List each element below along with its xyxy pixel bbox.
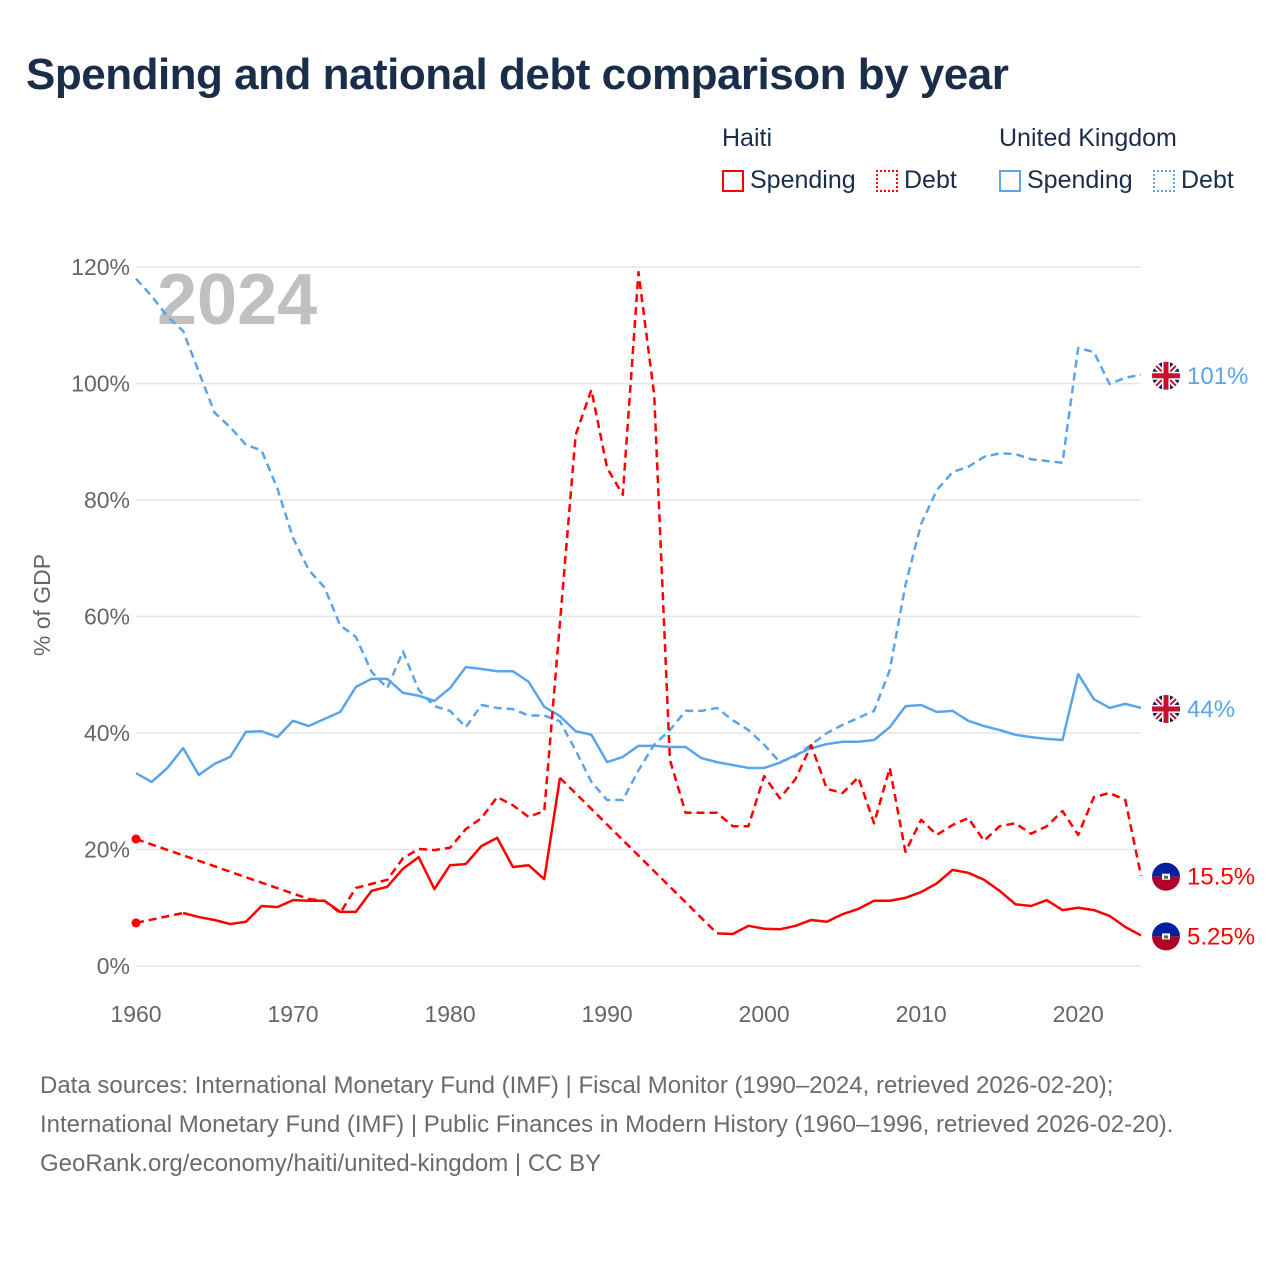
x-tick-label: 2000 xyxy=(739,1001,790,1027)
legend-haiti-spending[interactable]: Spending xyxy=(722,166,856,195)
data-sources: Data sources: International Monetary Fun… xyxy=(40,1072,1174,1138)
x-tick-label: 1980 xyxy=(424,1001,475,1027)
y-tick-label: 20% xyxy=(84,837,130,863)
data-point xyxy=(131,834,141,844)
end-value-label: 5.25% xyxy=(1187,923,1255,950)
dotted-swatch-icon xyxy=(876,169,898,192)
end-value-label: 101% xyxy=(1187,363,1248,390)
series-line-haiti-spending xyxy=(182,777,562,926)
legend-haiti-heading: Haiti xyxy=(722,124,773,152)
x-tick-label: 1970 xyxy=(267,1001,318,1027)
series-line-uk-debt xyxy=(135,277,1142,802)
series-line-haiti-debt xyxy=(308,270,1143,915)
dotted-swatch-icon xyxy=(1153,169,1175,192)
uk-flag-icon xyxy=(1152,361,1180,390)
gap-line-haiti-spending xyxy=(135,911,184,925)
series-line-uk-spending xyxy=(135,665,1142,784)
x-tick-label: 1990 xyxy=(582,1001,633,1027)
x-tick-label: 2020 xyxy=(1053,1001,1104,1027)
uk-flag-icon xyxy=(1152,694,1180,723)
data-point xyxy=(131,918,141,928)
haiti-flag-icon xyxy=(1152,922,1181,951)
series-line-haiti-spending xyxy=(716,868,1142,937)
y-axis-label: % of GDP xyxy=(29,554,55,656)
y-tick-label: 80% xyxy=(84,487,130,513)
solid-swatch-icon xyxy=(999,169,1021,192)
footer: Data sources: International Monetary Fun… xyxy=(40,1066,1240,1183)
legend-uk-heading: United Kingdom xyxy=(999,124,1177,152)
x-tick-label: 1960 xyxy=(110,1001,161,1027)
year-watermark: 2024 xyxy=(157,260,317,340)
y-tick-label: 0% xyxy=(97,953,130,979)
y-tick-label: 120% xyxy=(71,254,130,280)
legend-haiti-debt[interactable]: Debt xyxy=(876,166,957,195)
gap-line-haiti-spending xyxy=(559,776,718,935)
legend-label: Debt xyxy=(904,166,957,194)
legend-uk-spending[interactable]: Spending xyxy=(999,166,1133,195)
gap-line-haiti-debt xyxy=(135,837,310,901)
x-tick-label: 2010 xyxy=(896,1001,947,1027)
solid-swatch-icon xyxy=(722,169,744,192)
haiti-flag-icon xyxy=(1152,862,1181,891)
chart-title: Spending and national debt comparison by… xyxy=(26,50,1009,99)
legend-label: Spending xyxy=(1027,166,1133,194)
end-value-label: 44% xyxy=(1187,696,1235,723)
legend-uk-debt[interactable]: Debt xyxy=(1153,166,1234,195)
plot-area: 2024 % of GDP 0% 20% 40% 60% 80% 100% 120% 1960… xyxy=(29,254,1255,1027)
y-tick-label: 60% xyxy=(84,604,130,630)
legend-label: Spending xyxy=(750,166,856,194)
end-value-label: 15.5% xyxy=(1187,864,1255,891)
source-link[interactable]: GeoRank.org/economy/haiti/united-kingdom… xyxy=(40,1150,602,1177)
legend-label: Debt xyxy=(1181,166,1234,194)
y-tick-label: 100% xyxy=(71,371,130,397)
y-tick-label: 40% xyxy=(84,720,130,746)
